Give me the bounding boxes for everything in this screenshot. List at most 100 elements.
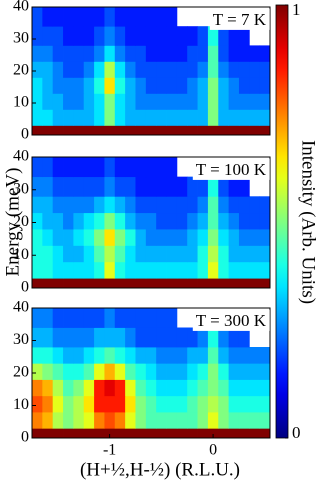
heatmap-cell (94, 278, 105, 288)
panel-annotation: T = 300 K (196, 311, 267, 330)
heatmap-cell (249, 229, 261, 246)
heatmap-cell (83, 245, 95, 263)
heatmap-cell (176, 176, 188, 197)
heatmap-cell (94, 308, 105, 328)
heatmap-cell (156, 395, 167, 413)
heatmap-cell (218, 77, 230, 94)
heatmap-cell (63, 261, 74, 279)
heatmap-cell (145, 7, 157, 27)
heatmap-cell (32, 395, 43, 413)
heatmap-cell (228, 196, 240, 214)
heatmap-cell (114, 379, 126, 397)
heatmap-cell (52, 61, 64, 78)
heatmap-cell (259, 45, 270, 62)
heatmap-cell (42, 308, 54, 328)
heatmap-cell (218, 229, 230, 246)
heatmap-cell (52, 109, 64, 126)
heatmap-cell (52, 196, 64, 214)
heatmap-cell (197, 278, 209, 288)
heatmap-cell (125, 428, 136, 438)
heatmap-cell (63, 395, 74, 413)
heatmap-cell (42, 157, 54, 178)
heatmap-cell (156, 428, 167, 438)
heatmap-cell (238, 212, 250, 230)
heatmap-cell (135, 261, 147, 279)
heatmap-cell (63, 93, 74, 110)
heatmap-cell (104, 7, 116, 27)
heatmap-cell (228, 261, 240, 279)
heatmap-cell (114, 176, 126, 197)
y-tick-label: 0 (21, 126, 29, 143)
heatmap-cell (104, 308, 116, 328)
heatmap-cell (259, 395, 270, 413)
heatmap-cell (32, 278, 43, 288)
heatmap-cell (145, 363, 157, 380)
heatmap-cell (83, 363, 95, 380)
heatmap-cell (52, 428, 64, 438)
heatmap-cell (73, 278, 85, 288)
heatmap-cell (176, 261, 188, 279)
annotation-box (209, 8, 270, 30)
heatmap-cell (187, 245, 198, 263)
heatmap-cell (104, 93, 116, 110)
heatmap-cells (32, 157, 270, 288)
heatmap-cell (42, 428, 54, 438)
heatmap-cell (104, 176, 116, 197)
heatmap-cell (238, 278, 250, 288)
heatmap-cell (259, 61, 270, 78)
heatmap-cell (156, 308, 167, 328)
heatmap-cell (32, 196, 43, 214)
panel-annotation: T = 7 K (213, 10, 267, 29)
heatmap-cell (156, 176, 167, 197)
heatmap-cell (83, 61, 95, 78)
heatmap-cell (104, 412, 116, 429)
heatmap-cell (125, 125, 136, 135)
heatmap-cell (94, 412, 105, 429)
heatmap-cell (104, 261, 116, 279)
heatmap-cell (156, 412, 167, 429)
y-tick-label: 30 (13, 30, 29, 47)
heatmap-cell (73, 176, 85, 197)
heatmap-cell (63, 7, 74, 27)
heatmap-cell (259, 278, 270, 288)
heatmap-cell (187, 45, 198, 62)
heatmap-cell (238, 61, 250, 78)
heatmap-cell (52, 308, 64, 328)
heatmap-cell (197, 428, 209, 438)
heatmap-cell (104, 125, 116, 135)
heatmap-cell (145, 212, 157, 230)
heatmap-cell (104, 157, 116, 178)
heatmap-cell (156, 245, 167, 263)
heatmap-cell (207, 379, 219, 397)
heatmap-cell (63, 327, 74, 348)
heatmap-cell (218, 61, 230, 78)
heatmap-cell (207, 245, 219, 263)
y-tick-label: 20 (13, 213, 29, 230)
heatmap-cell (187, 212, 198, 230)
heatmap-cell (249, 109, 261, 126)
heatmap-cell (52, 395, 64, 413)
x-tick-label: 0 (209, 442, 217, 459)
heatmap-cell (228, 412, 240, 429)
heatmap-cell (238, 93, 250, 110)
heatmap-cell (238, 245, 250, 263)
heatmap-cell (176, 125, 188, 135)
heatmap-cell (249, 77, 261, 94)
heatmap-cell (32, 412, 43, 429)
heatmap-cell (114, 196, 126, 214)
heatmap-cell (104, 26, 116, 46)
heatmap-cell (63, 245, 74, 263)
heatmap-cell (32, 77, 43, 94)
heatmap-cell (166, 245, 178, 263)
heatmap-cell (83, 412, 95, 429)
heatmap-cell (259, 347, 270, 364)
heatmap-cell (238, 77, 250, 94)
heatmap-cell (114, 157, 126, 178)
heatmap-cell (259, 379, 270, 397)
heatmap-cell (197, 125, 209, 135)
heatmap-cell (73, 412, 85, 429)
heatmap-cell (94, 109, 105, 126)
heatmap-cell (94, 379, 105, 397)
heatmap-cell (135, 196, 147, 214)
heatmap-cell (176, 61, 188, 78)
